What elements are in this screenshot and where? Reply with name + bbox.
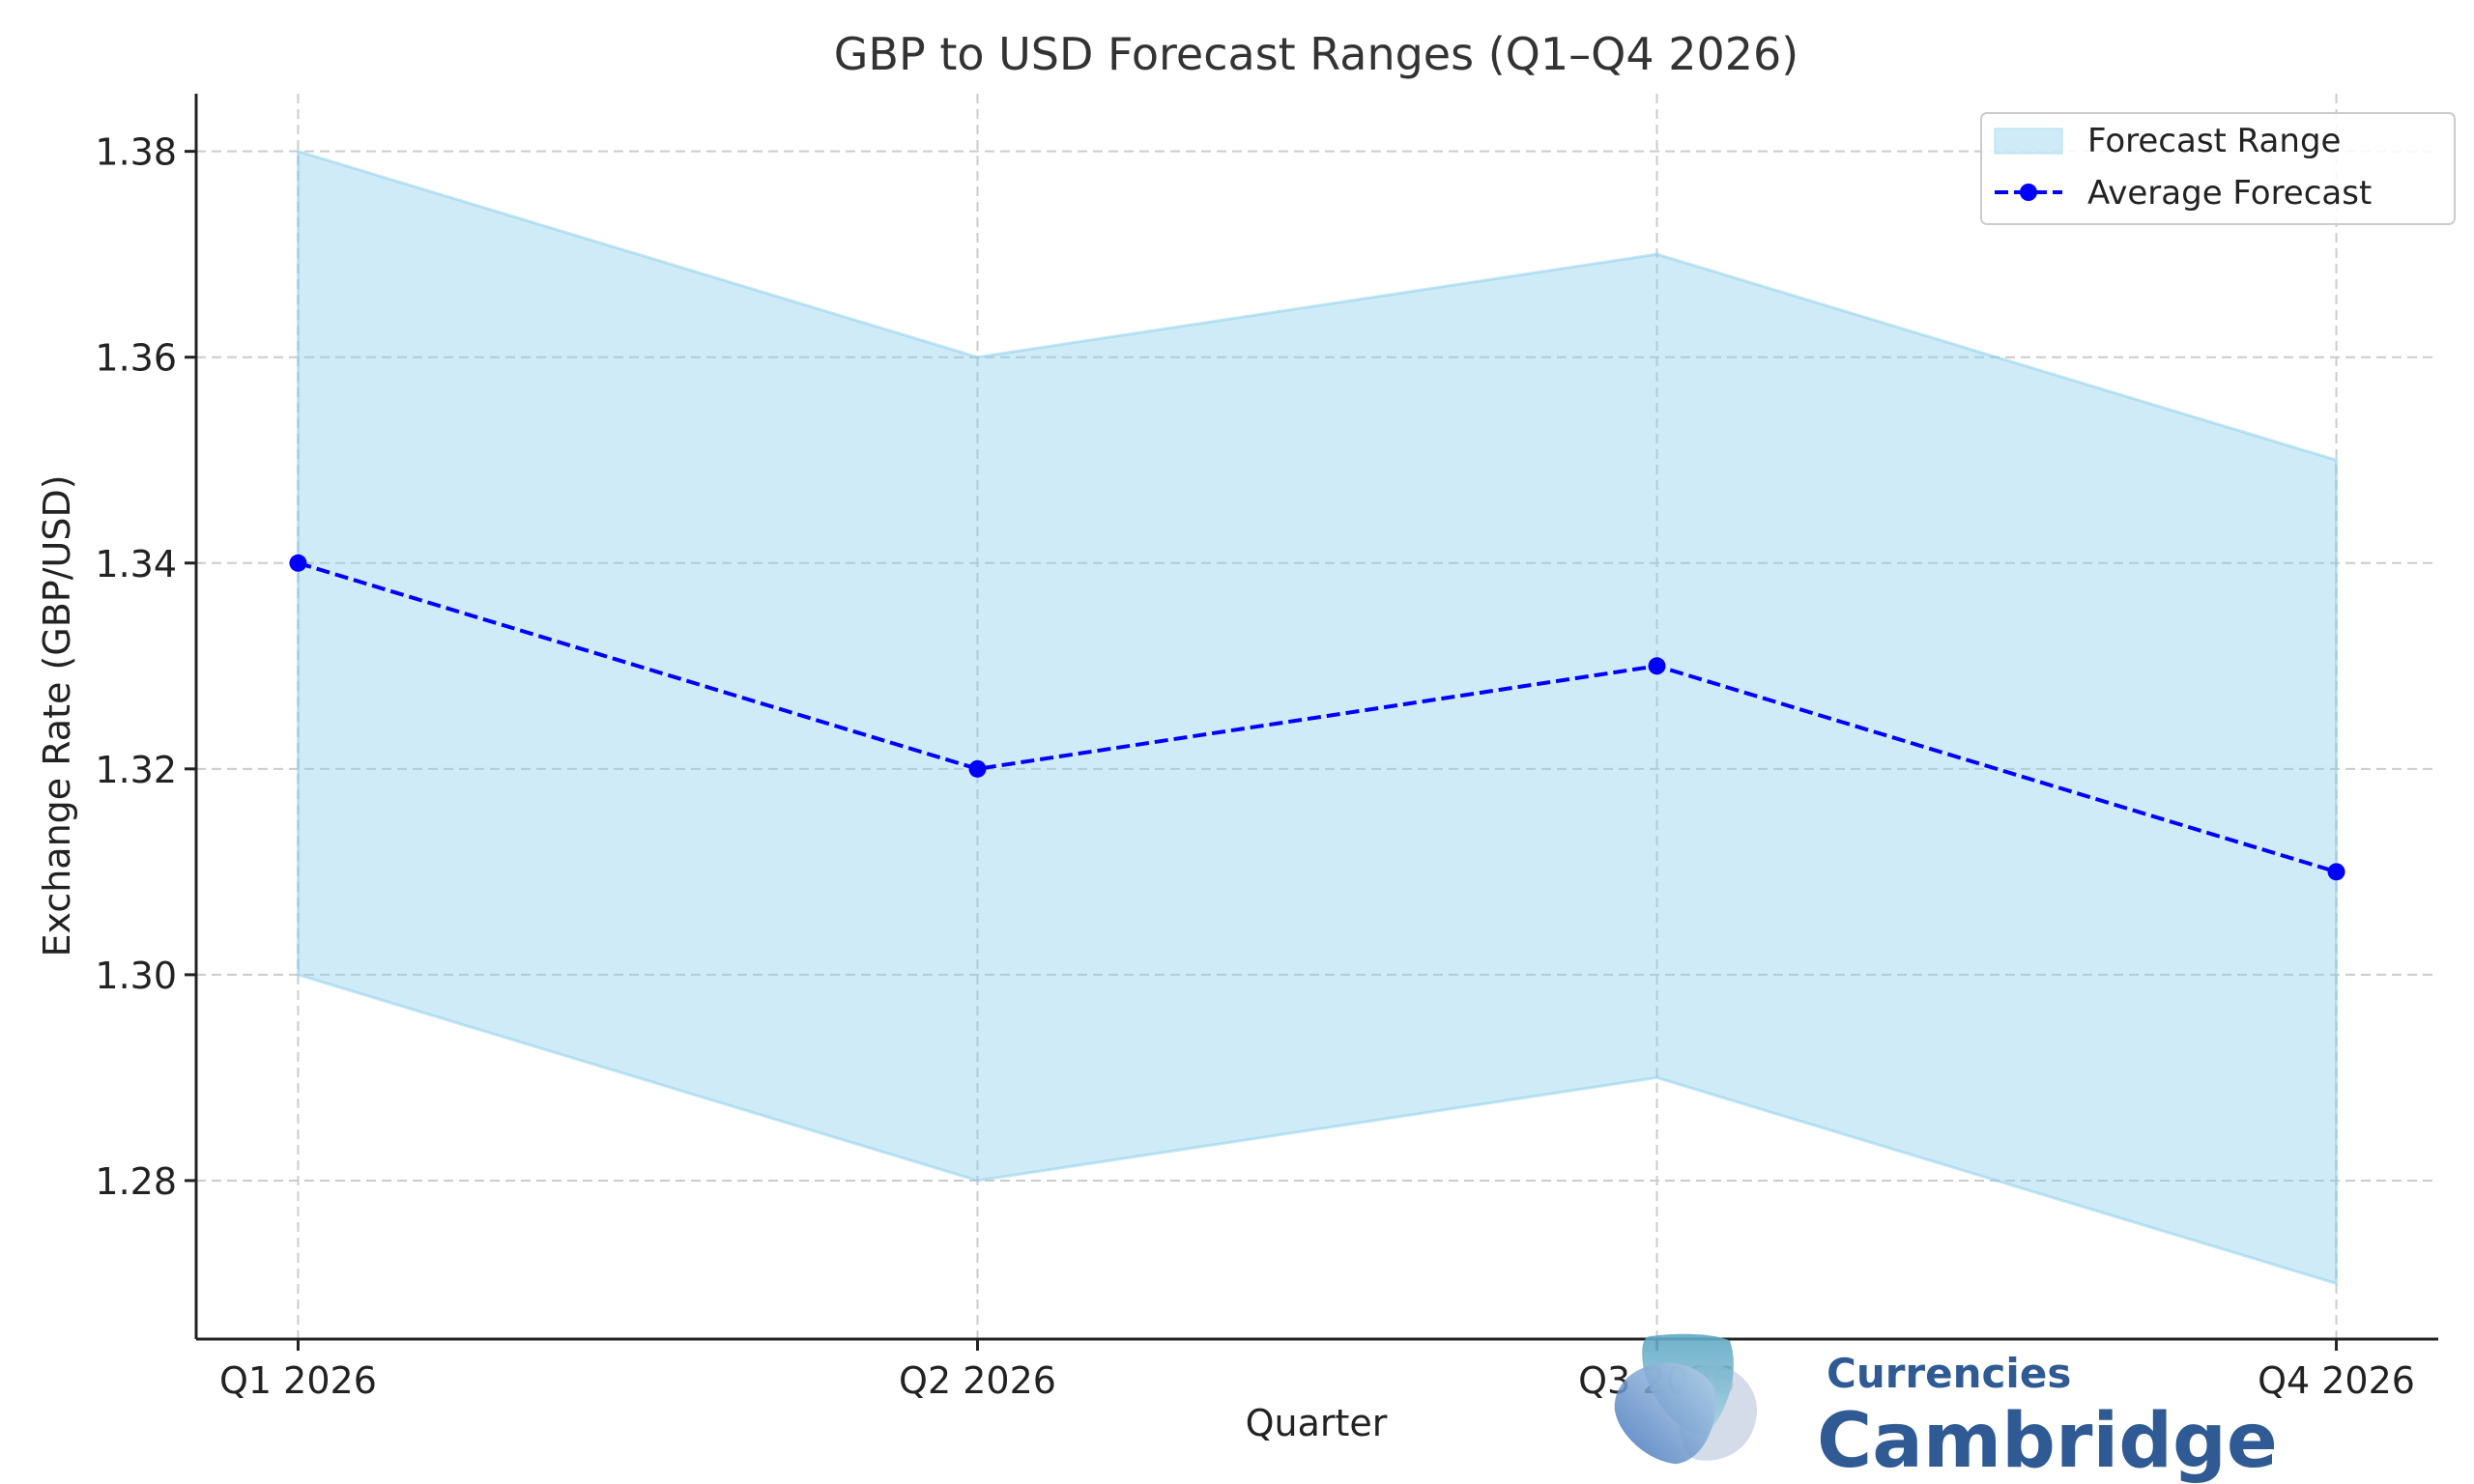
average-forecast-point	[2327, 863, 2345, 881]
y-tick-label: 1.34	[95, 543, 177, 585]
legend-range-swatch	[1994, 128, 2063, 155]
average-forecast-point	[968, 759, 987, 778]
logo-text-currencies: Currencies	[1827, 1350, 2071, 1397]
legend-range-label: Forecast Range	[2087, 122, 2341, 160]
y-tick-label: 1.32	[95, 749, 177, 791]
average-forecast-point	[289, 554, 307, 572]
legend-average-marker	[2020, 184, 2037, 201]
average-forecast-line	[297, 560, 2338, 874]
x-axis-label: Quarter	[1246, 1402, 1388, 1444]
logo-shape-left	[1614, 1362, 1716, 1465]
legend-average-label: Average Forecast	[2087, 174, 2372, 213]
average-forecast-point	[1648, 657, 1666, 675]
cambridge-currencies-logo: Currencies Cambridge	[1614, 1333, 2278, 1484]
legend-box	[1980, 112, 2456, 225]
x-tick-label: Q2 2026	[899, 1359, 1056, 1402]
logo-text-cambridge: Cambridge	[1817, 1398, 2278, 1484]
legend: Forecast Range Average Forecast	[1980, 112, 2456, 225]
marks	[289, 149, 2345, 1286]
y-axis-label: Exchange Rate (GBP/USD)	[36, 474, 78, 956]
x-tick-label: Q4 2026	[2258, 1359, 2415, 1402]
chart-title: GBP to USD Forecast Ranges (Q1–Q4 2026)	[834, 28, 1798, 80]
y-tick-label: 1.30	[95, 955, 177, 997]
y-tick-label: 1.28	[95, 1160, 177, 1203]
x-tick-label: Q1 2026	[219, 1359, 377, 1402]
y-tick-label: 1.36	[95, 337, 177, 380]
y-tick-label: 1.38	[95, 131, 177, 174]
